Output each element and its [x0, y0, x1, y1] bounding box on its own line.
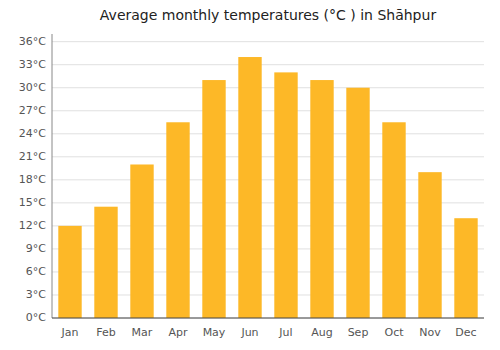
y-tick-label: 0°C [26, 311, 46, 324]
y-tick-label: 12°C [19, 219, 46, 232]
y-tick-label: 9°C [26, 242, 46, 255]
y-tick-label: 15°C [19, 196, 46, 209]
y-tick-label: 18°C [19, 173, 46, 186]
grid-line [52, 64, 484, 65]
x-tick-label: Aug [311, 326, 332, 339]
bar [94, 207, 117, 318]
y-tick-label: 24°C [19, 127, 46, 140]
y-tick-label: 36°C [19, 35, 46, 48]
bar [130, 164, 153, 318]
grid-line [52, 87, 484, 88]
bar [418, 172, 441, 318]
x-axis-line [52, 318, 484, 319]
y-tick-label: 6°C [26, 265, 46, 278]
bar [310, 80, 333, 318]
y-tick-label: 27°C [19, 104, 46, 117]
y-tick-label: 30°C [19, 81, 46, 94]
x-tick-label: Apr [168, 326, 188, 339]
x-axis: Jan Feb Mar Apr May Jun Jul Aug Sep Oct Nov Dec [61, 326, 477, 339]
y-axis-line [52, 34, 53, 318]
x-tick-label: May [203, 326, 226, 339]
grid-line [52, 318, 484, 319]
bar [454, 218, 477, 318]
x-tick-label: Jun [240, 326, 258, 339]
y-tick-label: 21°C [19, 150, 46, 163]
title: Average monthly temperatures (°C ) in Sh… [100, 7, 437, 23]
x-tick-label: Sep [348, 326, 369, 339]
bar [274, 72, 297, 318]
x-tick-label: Jul [278, 326, 292, 339]
bar [238, 57, 261, 318]
x-tick-label: Feb [96, 326, 115, 339]
grid-line [52, 133, 484, 134]
bars [58, 57, 477, 318]
grid-line [52, 110, 484, 111]
bar [346, 88, 369, 318]
bar [58, 226, 81, 318]
y-tick-label: 33°C [19, 58, 46, 71]
x-tick-label: Jan [61, 326, 79, 339]
x-tick-label: Oct [384, 326, 404, 339]
x-tick-label: Mar [132, 326, 153, 339]
x-tick-label: Nov [419, 326, 441, 339]
y-axis: 0°C 3°C 6°C 9°C 12°C 15°C 18°C 21°C 24°C 27°C 30°C… [19, 35, 46, 324]
bar [382, 122, 405, 318]
y-tick-label: 3°C [26, 288, 46, 301]
grid [52, 42, 484, 318]
x-tick-label: Dec [455, 326, 476, 339]
grid-line [52, 156, 484, 157]
grid-line [52, 41, 484, 42]
bar [166, 122, 189, 318]
bar [202, 80, 225, 318]
chart: Average monthly temperatures (°C ) in Sh… [0, 0, 500, 350]
